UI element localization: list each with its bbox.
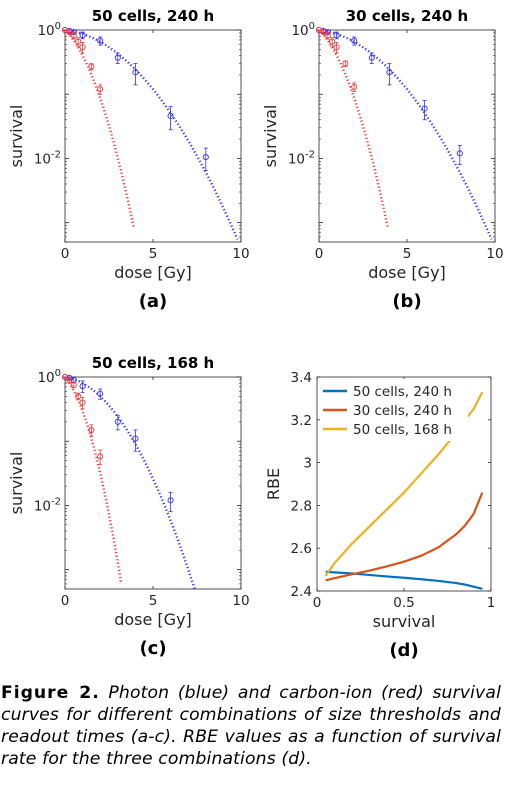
data-point [79, 44, 86, 51]
data-point [114, 418, 121, 425]
legend: 50 cells, 240 h 30 cells, 240 h 50 cells, … [320, 379, 468, 441]
x-tick-label: 5 [149, 593, 158, 609]
x-axis-label: survival [373, 612, 436, 631]
data-point [368, 54, 375, 61]
x-tick-label: 0 [61, 246, 70, 262]
y-axis-label: RBE [264, 468, 283, 500]
fit-curve [65, 377, 196, 589]
x-tick-label: 10 [232, 593, 249, 609]
x-tick-label: 10 [232, 246, 249, 262]
y-tick-label: 100 [37, 368, 61, 386]
data-point [88, 63, 95, 70]
x-tick-label: 0 [61, 593, 70, 609]
data-point [79, 32, 86, 39]
data-point [70, 32, 77, 39]
fit-curve [319, 30, 389, 228]
fit-curve [65, 30, 239, 240]
panel-b: 0 5 10 100 10-2 30 cells, 240 h dose [Gy] survi… [261, 7, 504, 312]
y-tick-label: 100 [291, 21, 315, 39]
data-point [75, 393, 82, 400]
y-tick-label: 2.8 [291, 498, 312, 514]
x-tick-label: 5 [403, 246, 412, 262]
y-tick-label: 2.4 [291, 584, 312, 600]
legend-entry: 50 cells, 168 h [353, 422, 452, 438]
panel-label: (a) [139, 291, 168, 312]
x-axis-label: dose [Gy] [114, 610, 192, 629]
data-point [88, 426, 95, 433]
data-point [66, 377, 73, 384]
rbe-line [325, 570, 483, 590]
x-axis-label: dose [Gy] [368, 263, 446, 282]
data-point [132, 69, 139, 76]
data-point [386, 69, 393, 76]
y-tick-label: 100 [37, 21, 61, 39]
data-point [456, 150, 463, 157]
data-point [421, 105, 428, 112]
panel-label: (d) [389, 640, 418, 661]
panel-a: 0 5 10 100 10-2 50 cells, 240 h dose [Gy] survi… [7, 7, 250, 312]
panel-label: (c) [139, 638, 166, 659]
data-point [324, 32, 331, 39]
data-point [97, 86, 104, 93]
data-point [329, 38, 336, 45]
data-point [79, 399, 86, 406]
data-point [97, 453, 104, 460]
x-tick-label: 0 [313, 595, 322, 611]
legend-entry: 50 cells, 240 h [353, 384, 452, 400]
data-point [97, 37, 104, 44]
y-axis-label: survival [7, 452, 26, 515]
data-point [97, 390, 104, 397]
data-point [167, 497, 174, 504]
y-tick-label: 3.2 [291, 413, 312, 429]
panel-label: (b) [392, 291, 421, 312]
data-point [202, 154, 209, 161]
x-tick-label: 10 [486, 246, 503, 262]
y-tick-label: 10-2 [288, 149, 315, 167]
data-point [333, 44, 340, 51]
x-tick-label: 0.5 [393, 595, 414, 611]
data-point [132, 435, 139, 442]
x-tick-label: 0 [315, 246, 324, 262]
y-tick-label: 3.4 [291, 370, 312, 386]
fit-curve [65, 30, 135, 228]
y-tick-label: 10-2 [34, 149, 61, 167]
panel-title: 30 cells, 240 h [346, 7, 469, 25]
data-point [342, 60, 349, 67]
panel-c: 0 5 10 100 10-2 50 cells, 168 h dose [Gy] survi… [7, 354, 250, 659]
legend-entry: 30 cells, 240 h [353, 403, 452, 419]
y-tick-label: 3 [303, 456, 312, 472]
data-point [114, 54, 121, 61]
panel-title: 50 cells, 168 h [92, 354, 215, 372]
data-point [167, 112, 174, 119]
y-axis-label: survival [7, 105, 26, 168]
axes-box [64, 376, 242, 590]
fit-curve [65, 377, 123, 585]
y-tick-label: 10-2 [34, 496, 61, 514]
data-point [70, 381, 77, 389]
data-point [75, 38, 82, 45]
axes-box [64, 29, 242, 243]
data-point [351, 83, 358, 90]
caption-text: Photon (blue) and carbon-ion (red) survi… [1, 683, 501, 769]
rbe-line [325, 492, 484, 582]
figure-caption: Figure 2. Photon (blue) and carbon-ion (… [1, 682, 501, 770]
y-axis-label: survival [261, 105, 280, 168]
data-point [79, 383, 86, 390]
panel-title: 50 cells, 240 h [92, 7, 215, 25]
data-point [61, 373, 69, 381]
y-tick-label: 2.6 [291, 541, 312, 557]
data-point [333, 32, 340, 39]
x-axis-label: dose [Gy] [114, 263, 192, 282]
data-point [351, 37, 358, 44]
x-tick-label: 1 [487, 595, 496, 611]
x-tick-label: 5 [149, 246, 158, 262]
caption-label: Figure 2. [1, 683, 100, 703]
panel-d: 0 0.5 1 2.4 2.6 2.8 3 3.2 3.4 survival RBE (d) 50 ce… [264, 370, 495, 661]
